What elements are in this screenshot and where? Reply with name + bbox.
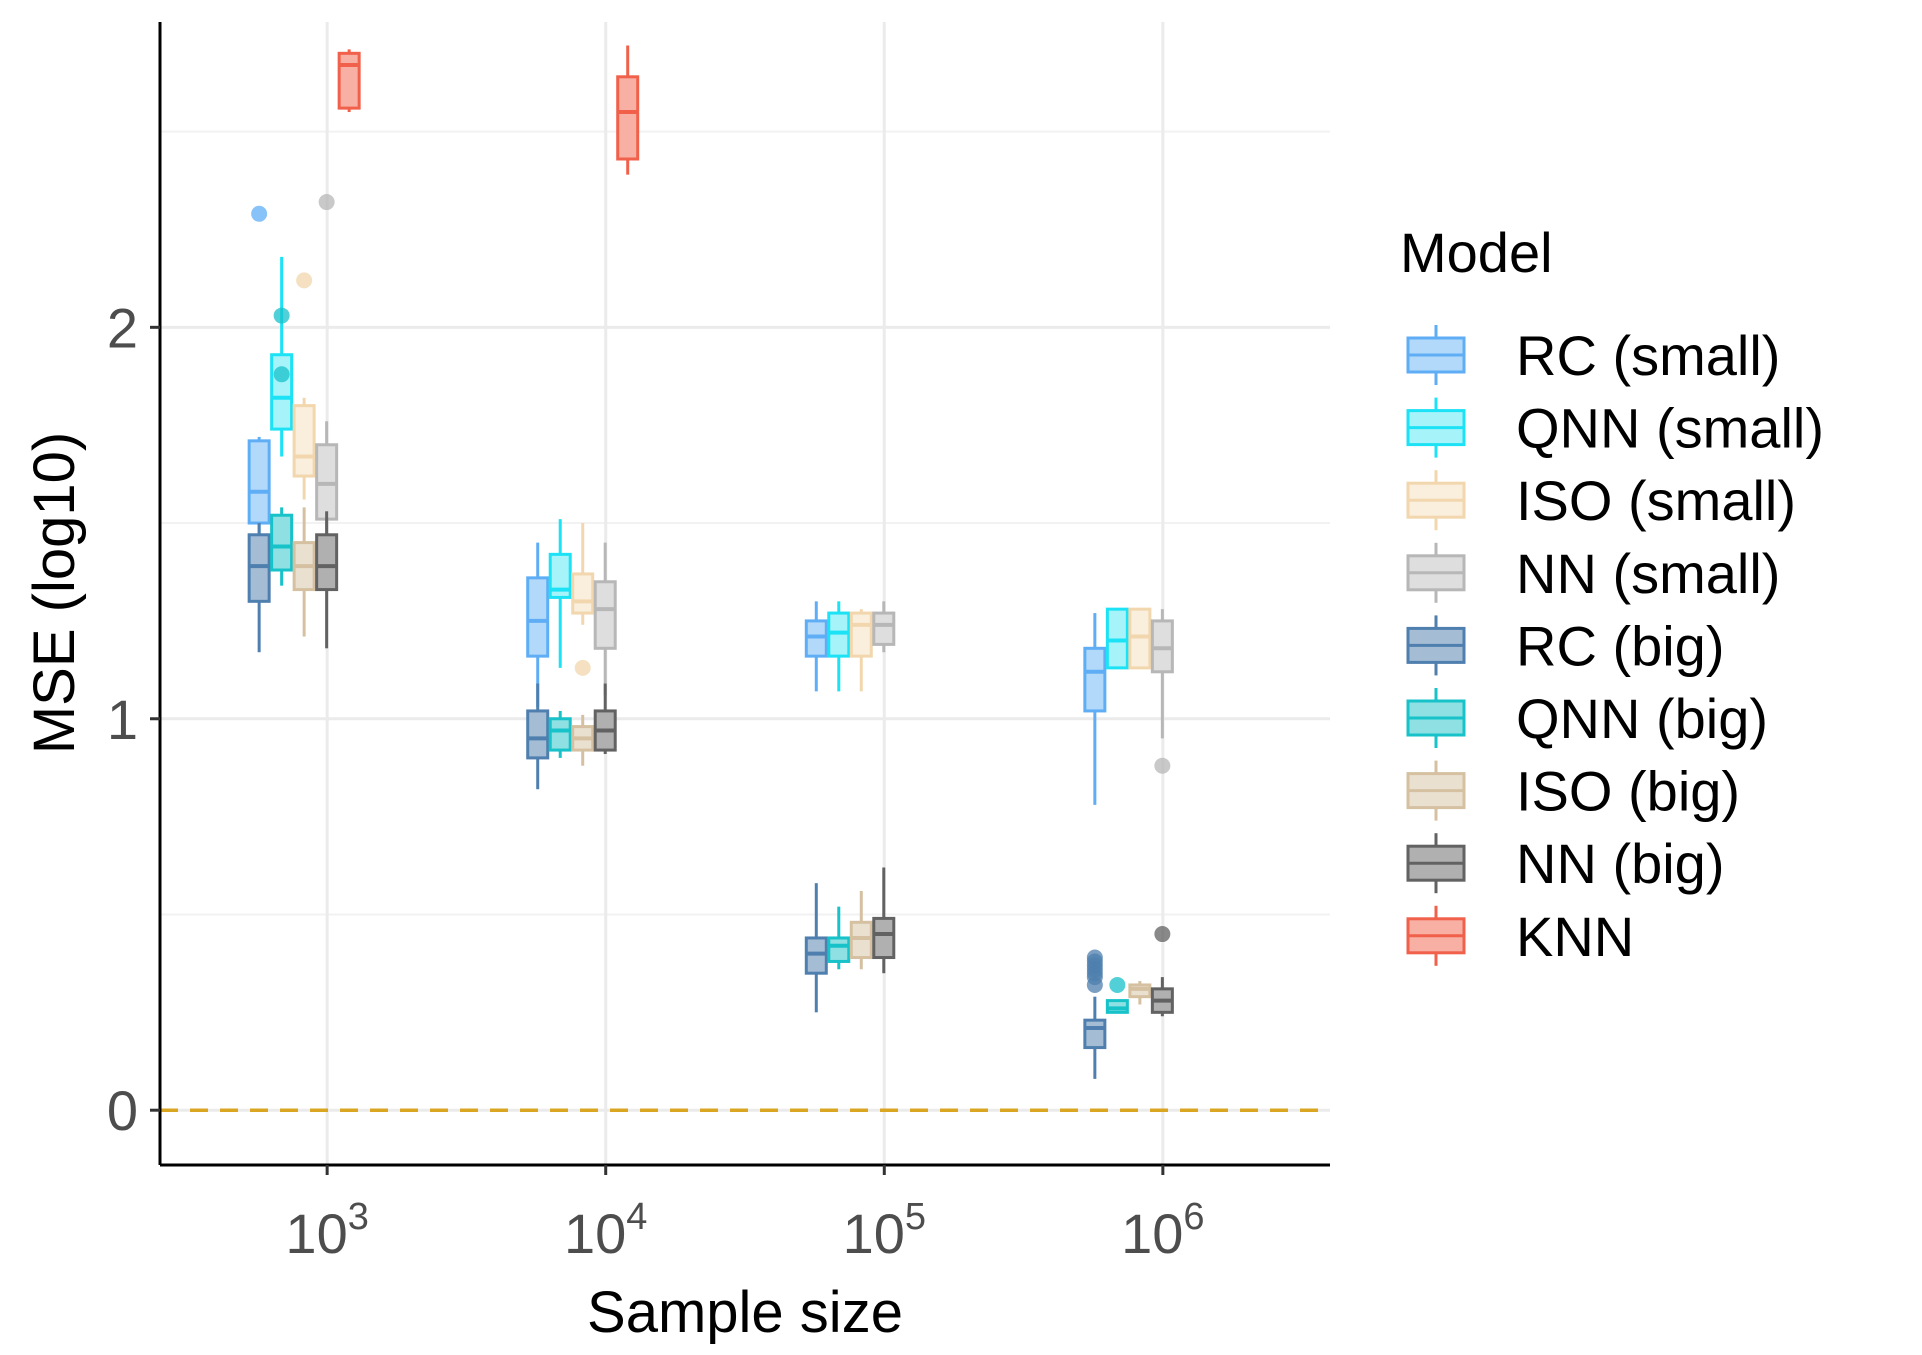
box-nn-big-n10000 bbox=[593, 683, 617, 754]
y-axis-title: MSE (log10) bbox=[22, 432, 87, 754]
box-iqr bbox=[1083, 646, 1107, 713]
box-iqr bbox=[872, 611, 896, 646]
legend-label: NN (small) bbox=[1516, 542, 1780, 605]
legend-entry-nn-big: NN (big) bbox=[1406, 832, 1724, 895]
box-rc-big-n1000 bbox=[247, 523, 271, 653]
outlier-point bbox=[1154, 757, 1171, 774]
outlier-point bbox=[1086, 949, 1103, 966]
x-tick-label: 106 bbox=[1121, 1196, 1204, 1265]
box-qnn-small-n1000000 bbox=[1105, 607, 1129, 670]
legend-label: ISO (big) bbox=[1516, 760, 1740, 823]
legend-entry-qnn-big: QNN (big) bbox=[1406, 687, 1768, 750]
outlier-point bbox=[574, 659, 591, 676]
legend-label: RC (small) bbox=[1516, 324, 1780, 387]
box-rc-small-n1000 bbox=[247, 205, 271, 547]
axis-layer bbox=[158, 22, 1330, 1167]
outlier-point bbox=[1154, 926, 1171, 943]
legend-entry-rc-big: RC (big) bbox=[1406, 614, 1724, 677]
legend-entry-iso-small: ISO (small) bbox=[1406, 469, 1796, 532]
legend-label: QNN (big) bbox=[1516, 687, 1768, 750]
box-iqr bbox=[872, 916, 896, 960]
box-iqr bbox=[292, 404, 316, 478]
box-iso-big-n10000 bbox=[571, 714, 595, 766]
legend-label: RC (big) bbox=[1516, 614, 1724, 677]
box-nn-big-n100000 bbox=[872, 867, 896, 974]
box-iqr bbox=[270, 513, 294, 572]
box-iso-small-n10000 bbox=[571, 523, 595, 676]
box-iqr bbox=[616, 75, 640, 161]
box-iqr bbox=[315, 533, 339, 592]
box-qnn-small-n100000 bbox=[827, 601, 851, 692]
box-iqr bbox=[270, 353, 294, 431]
box-iqr bbox=[247, 439, 271, 525]
grid-layer bbox=[160, 22, 1330, 1165]
x-tick-label: 104 bbox=[564, 1196, 647, 1265]
legend-entry-qnn-small: QNN (small) bbox=[1406, 397, 1824, 460]
box-iqr bbox=[1083, 1018, 1107, 1050]
box-nn-big-n1000 bbox=[315, 511, 339, 649]
x-axis-title: Sample size bbox=[587, 1280, 903, 1345]
box-rc-small-n1000000 bbox=[1083, 613, 1107, 805]
box-knn-n1000 bbox=[337, 49, 361, 113]
box-iqr bbox=[337, 51, 361, 110]
y-tick-label: 0 bbox=[107, 1079, 138, 1142]
tick-layer: 0 1 2 103 104 105 106 bbox=[107, 296, 1205, 1265]
outlier-point bbox=[1109, 976, 1126, 993]
box-iqr bbox=[548, 717, 572, 752]
outlier-point bbox=[273, 307, 290, 324]
legend-entry-nn-small: NN (small) bbox=[1406, 542, 1780, 605]
legend: Model RC (small) QNN (small) ISO (small) NN… bbox=[1400, 221, 1824, 968]
outlier-point bbox=[273, 366, 290, 383]
box-qnn-big-n100000 bbox=[827, 906, 851, 970]
legend-label: KNN bbox=[1516, 905, 1634, 968]
outlier-point bbox=[318, 194, 335, 211]
box-iqr bbox=[548, 552, 572, 599]
legend-label: ISO (small) bbox=[1516, 469, 1796, 532]
box-iqr bbox=[827, 936, 851, 963]
box-rc-small-n100000 bbox=[804, 601, 828, 692]
box-iso-big-n1000 bbox=[292, 507, 316, 637]
box-rc-big-n1000000 bbox=[1083, 949, 1107, 1079]
legend-label: NN (big) bbox=[1516, 832, 1724, 895]
box-knn-n10000 bbox=[616, 45, 640, 175]
x-tick-label: 105 bbox=[843, 1196, 926, 1265]
box-nn-small-n1000000 bbox=[1150, 609, 1174, 774]
box-rc-small-n10000 bbox=[526, 542, 550, 708]
box-iso-big-n100000 bbox=[849, 890, 873, 970]
box-nn-small-n100000 bbox=[872, 601, 896, 653]
box-qnn-big-n1000 bbox=[270, 307, 294, 586]
y-tick-label: 1 bbox=[107, 688, 138, 751]
x-tick-label: 103 bbox=[285, 1196, 368, 1265]
outlier-point bbox=[251, 205, 268, 222]
legend-title: Model bbox=[1400, 221, 1553, 284]
outlier-point bbox=[296, 272, 313, 289]
box-iqr bbox=[849, 611, 873, 658]
box-qnn-small-n1000 bbox=[270, 256, 294, 457]
box-iso-small-n100000 bbox=[849, 609, 873, 692]
box-nn-big-n1000000 bbox=[1150, 926, 1174, 1017]
box-qnn-big-n10000 bbox=[548, 710, 572, 758]
box-iqr bbox=[526, 709, 550, 760]
box-iso-small-n1000000 bbox=[1128, 607, 1152, 670]
box-iqr bbox=[526, 576, 550, 658]
box-nn-small-n10000 bbox=[593, 542, 617, 696]
box-layer bbox=[247, 45, 1174, 1079]
legend-entry-rc-small: RC (small) bbox=[1406, 324, 1780, 387]
legend-entry-iso-big: ISO (big) bbox=[1406, 760, 1740, 823]
box-rc-big-n100000 bbox=[804, 883, 828, 1013]
box-qnn-big-n1000000 bbox=[1105, 976, 1129, 1014]
box-iso-small-n1000 bbox=[292, 272, 316, 500]
box-iso-big-n1000000 bbox=[1128, 981, 1152, 1005]
legend-entry-knn: KNN bbox=[1406, 905, 1634, 968]
box-qnn-small-n10000 bbox=[548, 519, 572, 668]
box-rc-big-n10000 bbox=[526, 683, 550, 790]
box-iqr bbox=[593, 580, 617, 650]
y-tick-label: 2 bbox=[107, 296, 138, 359]
box-iqr bbox=[571, 572, 595, 615]
legend-label: QNN (small) bbox=[1516, 397, 1824, 460]
